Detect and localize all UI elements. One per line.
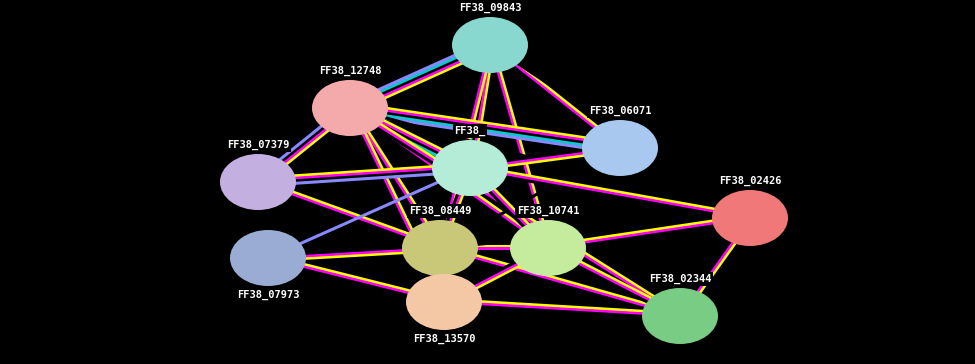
Ellipse shape bbox=[230, 230, 306, 286]
Ellipse shape bbox=[452, 17, 528, 73]
Text: FF38_: FF38_ bbox=[454, 126, 486, 136]
Ellipse shape bbox=[510, 220, 586, 276]
Ellipse shape bbox=[642, 288, 718, 344]
Text: FF38_07973: FF38_07973 bbox=[237, 290, 299, 300]
Ellipse shape bbox=[220, 154, 296, 210]
Ellipse shape bbox=[402, 220, 478, 276]
Ellipse shape bbox=[406, 274, 482, 330]
Text: FF38_02426: FF38_02426 bbox=[719, 176, 781, 186]
Text: FF38_09843: FF38_09843 bbox=[459, 3, 522, 13]
Text: FF38_02344: FF38_02344 bbox=[648, 274, 711, 284]
Text: FF38_08449: FF38_08449 bbox=[409, 206, 471, 216]
Text: FF38_12748: FF38_12748 bbox=[319, 66, 381, 76]
Ellipse shape bbox=[312, 80, 388, 136]
Ellipse shape bbox=[432, 140, 508, 196]
Text: FF38_10741: FF38_10741 bbox=[517, 206, 579, 216]
Ellipse shape bbox=[582, 120, 658, 176]
Ellipse shape bbox=[712, 190, 788, 246]
Text: FF38_06071: FF38_06071 bbox=[589, 106, 651, 116]
Text: FF38_07379: FF38_07379 bbox=[227, 140, 290, 150]
Text: FF38_13570: FF38_13570 bbox=[412, 334, 475, 344]
